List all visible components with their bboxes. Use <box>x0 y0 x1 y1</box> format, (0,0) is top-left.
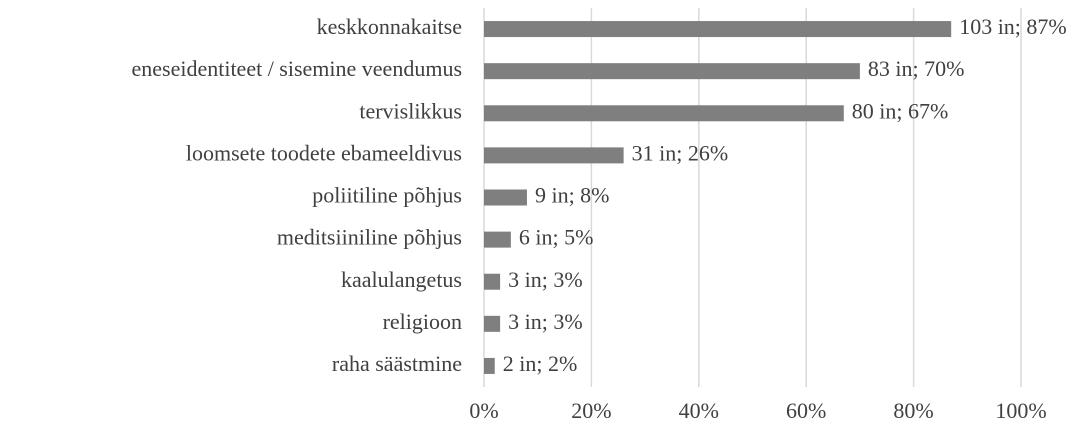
x-tick-label: 20% <box>571 398 611 423</box>
y-tick-label: religioon <box>383 309 462 334</box>
data-label: 3 in; 3% <box>508 309 583 334</box>
bar <box>484 105 844 122</box>
data-label: 80 in; 67% <box>852 98 949 123</box>
y-tick-label: loomsete toodete ebameeldivus <box>186 140 462 165</box>
x-tick-label: 0% <box>469 398 498 423</box>
y-tick-label: tervislikkus <box>359 98 462 123</box>
bar <box>484 315 501 332</box>
data-label: 31 in; 26% <box>632 140 729 165</box>
data-label: 9 in; 8% <box>535 183 610 208</box>
bar <box>484 21 952 38</box>
data-label: 83 in; 70% <box>868 56 965 81</box>
y-tick-label: raha säästmine <box>332 351 462 376</box>
y-tick-label: eneseidentiteet / sisemine veendumus <box>131 56 462 81</box>
y-tick-label: keskkonnakaitse <box>317 14 462 39</box>
data-label: 3 in; 3% <box>508 267 583 292</box>
x-tick-label: 100% <box>995 398 1046 423</box>
data-label: 103 in; 87% <box>959 14 1067 39</box>
bar <box>484 147 624 164</box>
bar <box>484 189 527 206</box>
x-tick-label: 40% <box>679 398 719 423</box>
bar <box>484 63 860 80</box>
x-tick-label: 80% <box>893 398 933 423</box>
data-label: 2 in; 2% <box>503 351 578 376</box>
y-tick-label: meditsiiniline põhjus <box>277 225 462 250</box>
y-tick-label: poliitiline põhjus <box>312 183 462 208</box>
bar <box>484 231 511 248</box>
bar <box>484 273 501 290</box>
bar <box>484 357 495 374</box>
x-tick-label: 60% <box>786 398 826 423</box>
y-tick-label: kaalulangetus <box>341 267 462 292</box>
data-label: 6 in; 5% <box>519 225 594 250</box>
